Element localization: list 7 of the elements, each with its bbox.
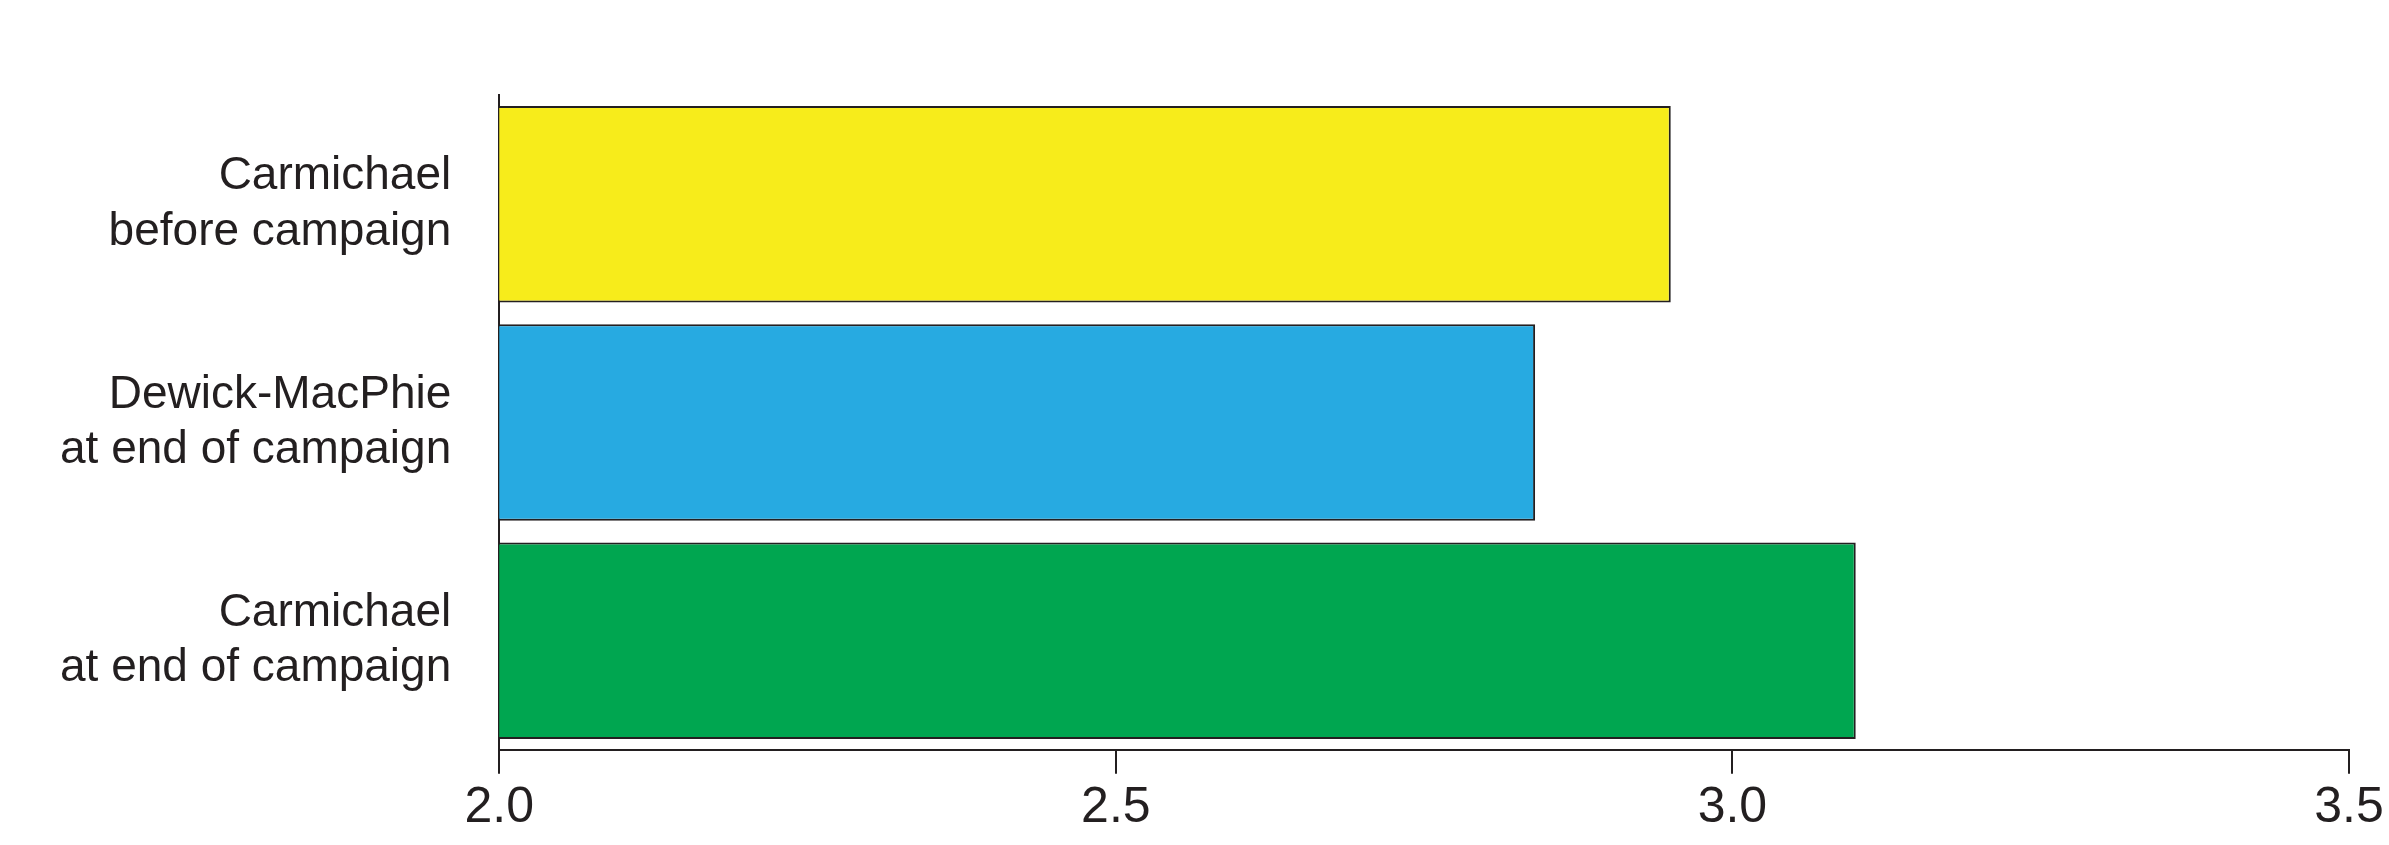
x-tick-label: 3.0 [1697, 776, 1768, 833]
x-tick-label: 2.5 [1081, 776, 1151, 833]
x-tick-label: 2.0 [464, 776, 535, 833]
y-tick-label: Dewick-MacPhie at end of campaign [59, 365, 452, 473]
y-tick-label: Carmichael before campaign [108, 147, 452, 255]
y-tick-label: Carmichael at end of campaign [59, 583, 452, 691]
x-tick-label: 3.5 [2314, 776, 2384, 833]
